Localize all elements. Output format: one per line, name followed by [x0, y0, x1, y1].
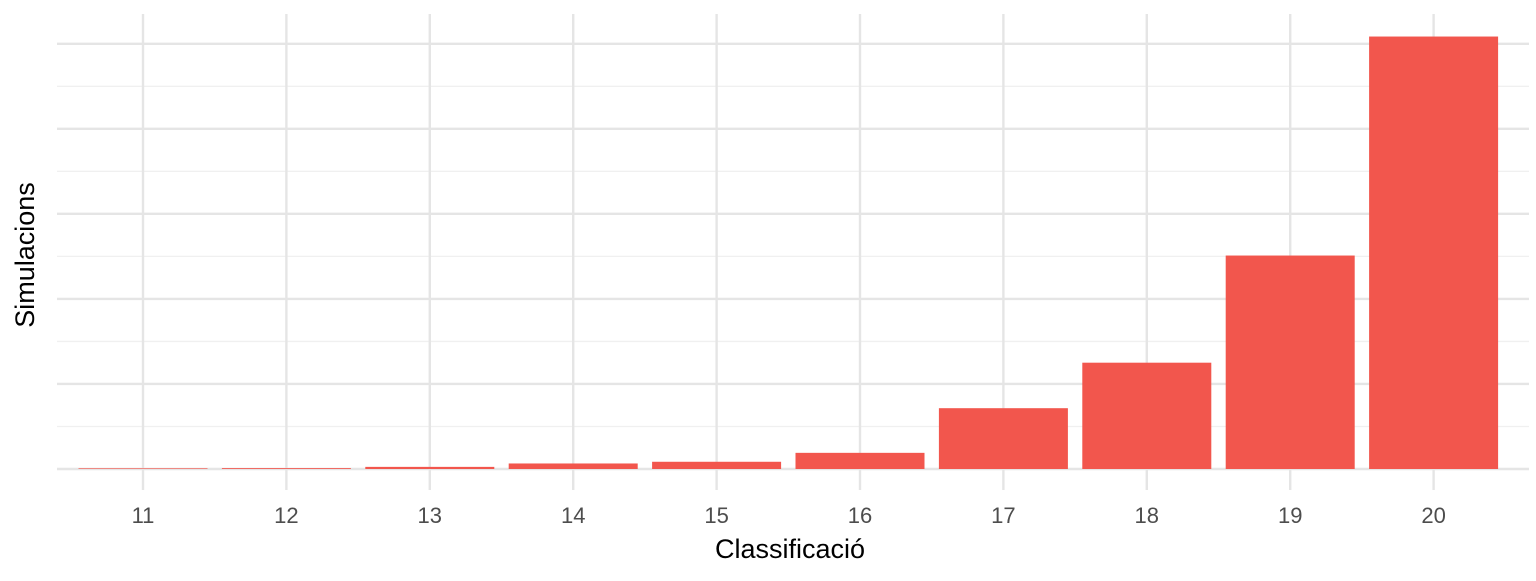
x-tick-label: 20	[1421, 503, 1445, 528]
y-axis-title: Simulacions	[10, 182, 40, 328]
x-tick-labels: 11 12 13 14 15 16 17 18 19 20	[132, 503, 1446, 528]
x-tick-label: 15	[704, 503, 728, 528]
x-tick-label: 16	[848, 503, 872, 528]
x-tick-label: 18	[1135, 503, 1159, 528]
x-tick-label: 17	[991, 503, 1015, 528]
grid-lines	[57, 14, 1529, 490]
x-tick-label: 11	[132, 503, 155, 528]
bars	[78, 36, 1499, 469]
bar-14	[508, 463, 638, 469]
x-tick-label: 12	[274, 503, 298, 528]
bar-16	[795, 452, 925, 469]
bar-12	[221, 468, 351, 469]
bar-13	[365, 466, 495, 469]
x-axis-title: Classificació	[715, 534, 865, 564]
bar-17	[938, 408, 1068, 469]
bar-11	[78, 468, 208, 469]
bar-15	[652, 461, 782, 469]
x-tick-label: 13	[418, 503, 442, 528]
bar-19	[1225, 255, 1355, 469]
x-tick-label: 14	[561, 503, 585, 528]
bar-18	[1082, 362, 1212, 469]
x-tick-label: 19	[1278, 503, 1302, 528]
bar-20	[1369, 36, 1499, 469]
